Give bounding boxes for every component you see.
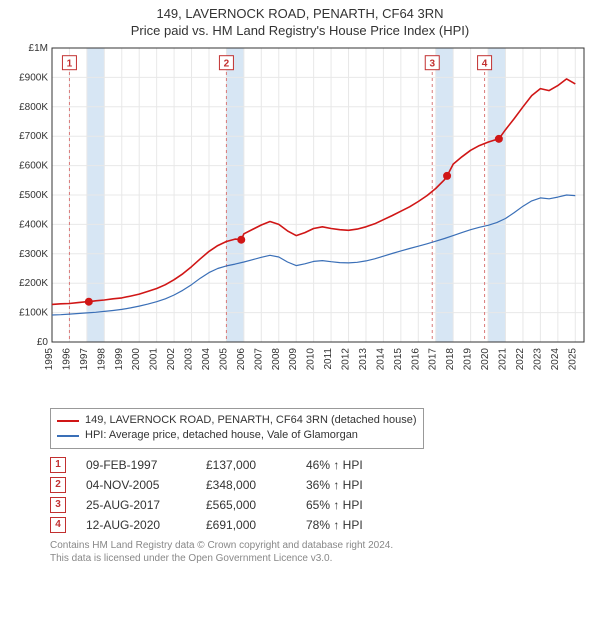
- svg-text:2015: 2015: [393, 347, 404, 370]
- transaction-row: 3 25-AUG-2017 £565,000 65% ↑ HPI: [50, 495, 588, 515]
- transaction-badge: 4: [50, 517, 66, 533]
- svg-text:£200K: £200K: [19, 278, 48, 289]
- footnote-line2: This data is licensed under the Open Gov…: [50, 552, 588, 565]
- footnote-line1: Contains HM Land Registry data © Crown c…: [50, 539, 588, 552]
- svg-text:£600K: £600K: [19, 160, 48, 171]
- svg-text:2021: 2021: [498, 347, 509, 370]
- transaction-date: 25-AUG-2017: [86, 498, 186, 512]
- svg-text:2011: 2011: [323, 347, 334, 369]
- svg-text:2024: 2024: [550, 347, 561, 370]
- transaction-badge: 3: [50, 497, 66, 513]
- legend-row: HPI: Average price, detached house, Vale…: [57, 428, 417, 443]
- legend-swatch: [57, 420, 79, 422]
- svg-text:2008: 2008: [271, 347, 282, 370]
- legend-label: 149, LAVERNOCK ROAD, PENARTH, CF64 3RN (…: [85, 413, 417, 428]
- svg-text:2009: 2009: [288, 347, 299, 370]
- legend-row: 149, LAVERNOCK ROAD, PENARTH, CF64 3RN (…: [57, 413, 417, 428]
- svg-text:2018: 2018: [445, 347, 456, 370]
- svg-text:1995: 1995: [44, 347, 55, 370]
- svg-text:2013: 2013: [358, 347, 369, 370]
- transaction-date: 12-AUG-2020: [86, 518, 186, 532]
- transaction-row: 4 12-AUG-2020 £691,000 78% ↑ HPI: [50, 515, 588, 535]
- chart-title-line2: Price paid vs. HM Land Registry's House …: [8, 23, 592, 38]
- legend-label: HPI: Average price, detached house, Vale…: [85, 428, 358, 443]
- svg-text:2002: 2002: [166, 347, 177, 370]
- svg-text:2006: 2006: [236, 347, 247, 370]
- svg-text:2004: 2004: [201, 347, 212, 370]
- svg-text:£700K: £700K: [19, 131, 48, 142]
- svg-text:£900K: £900K: [19, 72, 48, 83]
- svg-text:2017: 2017: [428, 347, 439, 370]
- svg-text:£1M: £1M: [29, 43, 48, 54]
- svg-text:2012: 2012: [341, 347, 352, 370]
- svg-text:£0: £0: [37, 337, 49, 348]
- transaction-row: 2 04-NOV-2005 £348,000 36% ↑ HPI: [50, 475, 588, 495]
- svg-text:2: 2: [224, 59, 230, 70]
- svg-text:2016: 2016: [410, 347, 421, 370]
- transaction-delta: 65% ↑ HPI: [306, 498, 396, 512]
- transaction-price: £348,000: [206, 478, 286, 492]
- transactions-table: 1 09-FEB-1997 £137,000 46% ↑ HPI 2 04-NOV-200…: [50, 455, 588, 535]
- svg-text:2020: 2020: [480, 347, 491, 370]
- transaction-date: 04-NOV-2005: [86, 478, 186, 492]
- chart-plot: £0 £100K £200K £300K £400K £500K £600K £700K £80…: [8, 42, 592, 402]
- svg-text:2023: 2023: [532, 347, 543, 370]
- svg-text:2005: 2005: [218, 347, 229, 370]
- transaction-row: 1 09-FEB-1997 £137,000 46% ↑ HPI: [50, 455, 588, 475]
- svg-text:£800K: £800K: [19, 102, 48, 113]
- chart-svg: £0 £100K £200K £300K £400K £500K £600K £700K £80…: [8, 42, 592, 402]
- svg-text:1999: 1999: [114, 347, 125, 370]
- svg-text:2025: 2025: [567, 347, 578, 370]
- svg-text:2007: 2007: [253, 347, 264, 370]
- transaction-badge: 1: [50, 457, 66, 473]
- svg-text:2014: 2014: [375, 347, 386, 370]
- transaction-delta: 36% ↑ HPI: [306, 478, 396, 492]
- svg-text:2000: 2000: [131, 347, 142, 370]
- svg-text:2019: 2019: [463, 347, 474, 370]
- chart-title-line1: 149, LAVERNOCK ROAD, PENARTH, CF64 3RN: [8, 6, 592, 23]
- transaction-delta: 46% ↑ HPI: [306, 458, 396, 472]
- transaction-delta: 78% ↑ HPI: [306, 518, 396, 532]
- svg-text:2003: 2003: [184, 347, 195, 370]
- svg-text:3: 3: [429, 59, 435, 70]
- svg-text:2010: 2010: [306, 347, 317, 370]
- svg-text:1996: 1996: [61, 347, 72, 370]
- transaction-date: 09-FEB-1997: [86, 458, 186, 472]
- chart-container: 149, LAVERNOCK ROAD, PENARTH, CF64 3RN P…: [0, 0, 600, 573]
- svg-text:1998: 1998: [96, 347, 107, 370]
- transaction-price: £565,000: [206, 498, 286, 512]
- svg-text:£300K: £300K: [19, 249, 48, 260]
- svg-text:1: 1: [67, 59, 73, 70]
- svg-text:2022: 2022: [515, 347, 526, 370]
- svg-text:£400K: £400K: [19, 219, 48, 230]
- legend: 149, LAVERNOCK ROAD, PENARTH, CF64 3RN (…: [50, 408, 424, 449]
- footnote: Contains HM Land Registry data © Crown c…: [50, 539, 588, 565]
- svg-text:1997: 1997: [79, 347, 90, 370]
- svg-text:£100K: £100K: [19, 307, 48, 318]
- transaction-price: £137,000: [206, 458, 286, 472]
- transaction-badge: 2: [50, 477, 66, 493]
- svg-text:2001: 2001: [149, 347, 160, 370]
- svg-text:£500K: £500K: [19, 190, 48, 201]
- transaction-price: £691,000: [206, 518, 286, 532]
- legend-swatch: [57, 435, 79, 437]
- svg-text:4: 4: [482, 59, 488, 70]
